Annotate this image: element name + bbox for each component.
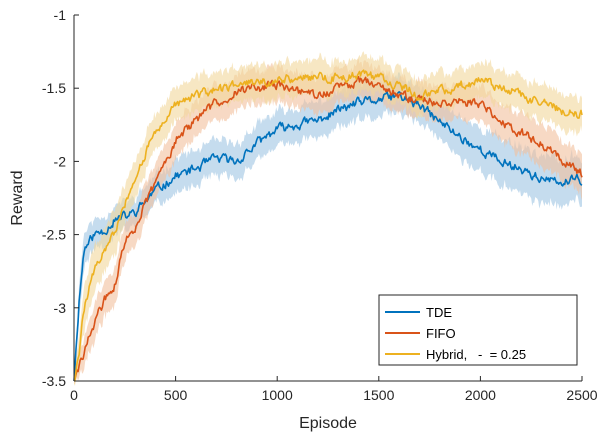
y-tick-label: -2.5 (42, 227, 66, 243)
legend-label: TDE (426, 305, 452, 320)
series-lines (73, 69, 583, 382)
x-tick-label: 2500 (566, 387, 597, 403)
y-ticks: -3.5 -3 -2.5 -2 -1.5 -1 (42, 7, 79, 389)
series-line-1 (73, 91, 583, 382)
series-line-2 (73, 75, 583, 382)
legend: TDE FIFO Hybrid, - = 0.25 (378, 294, 578, 366)
x-tick-label: 0 (70, 387, 78, 403)
x-tick-label: 1500 (363, 387, 394, 403)
x-tick-label: 500 (164, 387, 188, 403)
series-line-3 (73, 69, 583, 382)
y-tick-label: -2 (54, 153, 67, 169)
x-axis-label: Episode (299, 415, 357, 432)
y-axis-label: Reward (9, 170, 26, 225)
y-tick-label: -3.5 (42, 373, 66, 389)
confidence-bands (74, 51, 582, 386)
band-3 (74, 51, 582, 386)
x-ticks: 0 500 1000 1500 2000 2500 (70, 376, 598, 403)
band-1 (74, 72, 582, 384)
x-tick-label: 2000 (465, 387, 496, 403)
legend-label: FIFO (426, 326, 456, 341)
y-tick-label: -1 (54, 7, 67, 23)
x-tick-label: 1000 (262, 387, 293, 403)
legend-label: Hybrid, - = 0.25 (426, 347, 526, 362)
y-tick-label: -3 (54, 300, 67, 316)
y-tick-label: -1.5 (42, 80, 66, 96)
